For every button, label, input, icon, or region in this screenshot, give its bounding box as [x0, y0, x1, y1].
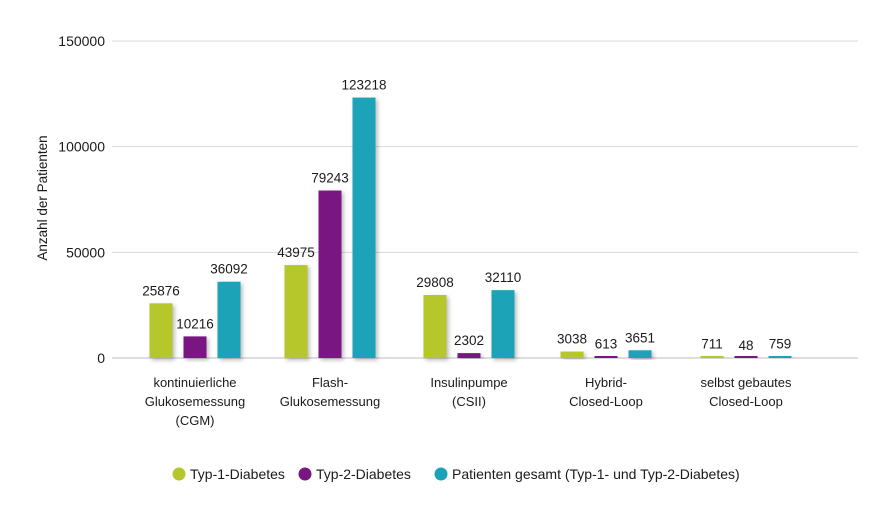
category-label: selbst gebautes Closed-Loop [700, 375, 792, 409]
legend-swatch [172, 467, 186, 481]
bar [423, 295, 447, 358]
category-label: Flash-Glukosemessung [280, 375, 380, 409]
bar [352, 97, 376, 358]
bar [217, 281, 241, 358]
y-tick-label: 50000 [66, 244, 105, 260]
data-label: 2302 [454, 333, 484, 348]
data-label: 43975 [277, 245, 315, 260]
bar [491, 290, 515, 358]
legend-item: Patienten gesamt (Typ-1- und Typ-2-Diabe… [434, 466, 740, 482]
bar [628, 350, 652, 358]
data-label: 36092 [210, 262, 248, 277]
data-label: 48 [738, 338, 753, 353]
legend-item: Typ-1-Diabetes [172, 466, 285, 482]
bar [284, 265, 308, 358]
bar [768, 356, 792, 358]
y-tick-label: 100000 [58, 139, 105, 155]
legend: Typ-1-Diabetes Typ-2-Diabetes Patienten ge… [172, 466, 740, 482]
data-label: 759 [769, 336, 792, 351]
data-label: 3038 [557, 332, 587, 347]
data-label: 711 [701, 336, 723, 351]
data-label: 123218 [341, 78, 386, 93]
category-label: Hybrid-Closed-Loop [569, 375, 643, 409]
legend-swatch [298, 467, 312, 481]
bar [318, 190, 342, 358]
data-label: 79243 [311, 171, 349, 186]
legend-label: Typ-1-Diabetes [190, 466, 285, 482]
data-label: 32110 [485, 270, 522, 285]
legend-swatch [434, 467, 448, 481]
category-label: Insulinpumpe (CSII) [430, 375, 507, 409]
legend-item: Typ-2-Diabetes [298, 466, 411, 482]
legend-label: Typ-2-Diabetes [316, 466, 411, 482]
data-labels: 25876 43975 29808 3038 711 10216 79243 2302 613 4… [142, 78, 791, 353]
data-label: 25876 [142, 283, 180, 298]
category-label: kontinuierliche Glukosemessung (CGM) [145, 375, 245, 428]
bar [457, 353, 481, 358]
bar [149, 303, 173, 358]
y-tick-label: 0 [97, 350, 105, 366]
bar [700, 356, 724, 358]
data-label: 3651 [625, 330, 655, 345]
bar [560, 351, 584, 358]
data-label: 613 [595, 337, 618, 352]
y-tick-label: 150000 [58, 33, 105, 49]
bars [149, 97, 792, 358]
bar [734, 356, 758, 358]
gridlines [112, 40, 858, 359]
data-label: 10216 [176, 316, 214, 331]
bar [183, 336, 207, 358]
bar [594, 356, 618, 358]
y-axis-title: Anzahl der Patienten [35, 135, 50, 260]
legend-label: Patienten gesamt (Typ-1- und Typ-2-Diabe… [452, 466, 740, 482]
y-axis-ticks: 0 50000 100000 150000 [58, 33, 105, 366]
category-labels: kontinuierliche Glukosemessung (CGM) Flash-… [145, 375, 792, 428]
data-label: 29808 [416, 275, 454, 290]
